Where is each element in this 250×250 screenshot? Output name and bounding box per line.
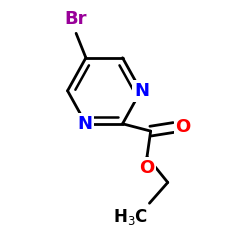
Text: Br: Br [65,10,87,29]
Text: N: N [77,115,92,133]
Text: O: O [140,159,154,177]
Text: O: O [175,118,190,136]
Text: H$_3$C: H$_3$C [113,207,148,227]
Text: N: N [134,82,150,100]
